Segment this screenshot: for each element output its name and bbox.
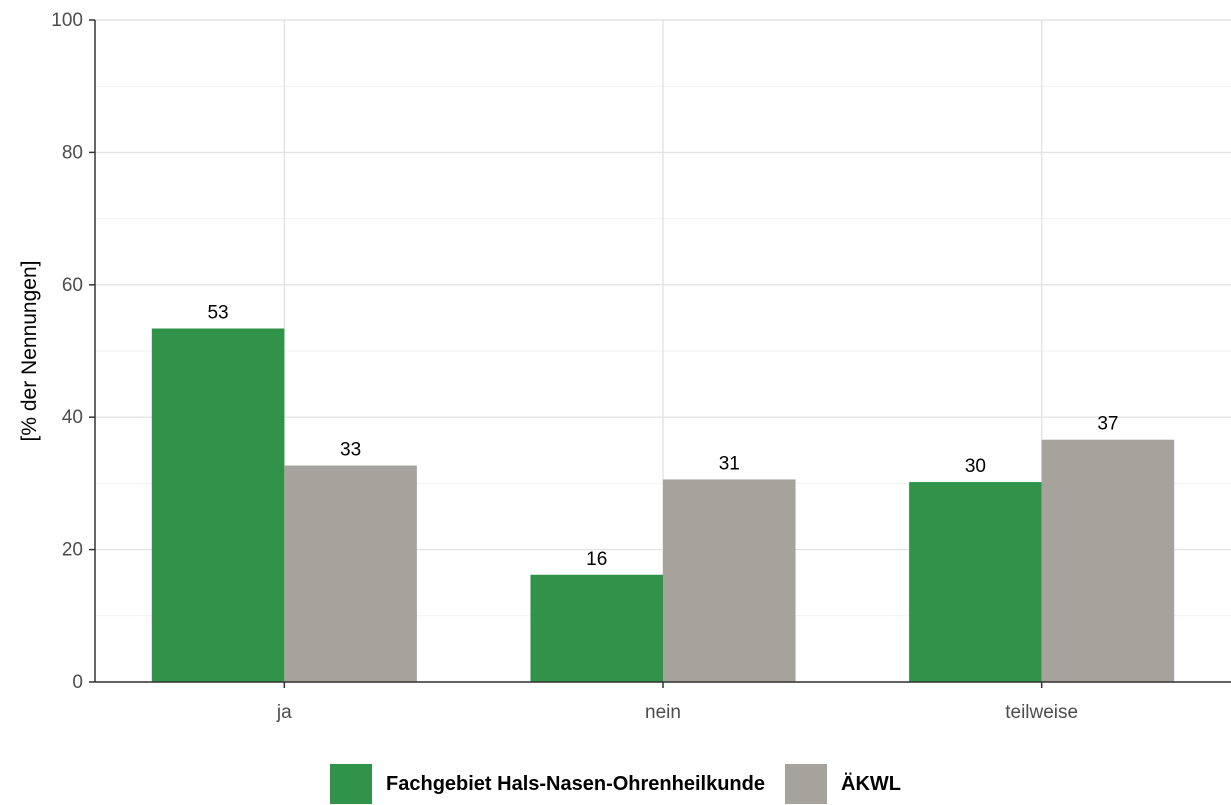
- bar-value-label: 37: [1097, 414, 1118, 435]
- x-tick-label-nein: nein: [645, 702, 681, 723]
- bar-ja-aekwl: [284, 465, 417, 682]
- bar-ja-fachgebiet: [151, 328, 285, 682]
- bar-value-labels: 53 33 16 31 30 37: [207, 302, 1118, 569]
- bar-value-label: 33: [340, 440, 361, 461]
- x-tick-label-ja: ja: [276, 702, 292, 723]
- legend-item-aekwl: ÄKWL: [785, 764, 901, 804]
- legend-item-fachgebiet: Fachgebiet Hals-Nasen-Ohrenheilkunde: [330, 764, 765, 804]
- y-tick-label: 60: [62, 275, 83, 296]
- bar-value-label: 31: [719, 453, 740, 474]
- bar-value-label: 53: [207, 302, 228, 323]
- legend-label-fachgebiet: Fachgebiet Hals-Nasen-Ohrenheilkunde: [386, 772, 765, 795]
- y-axis-ticks: 0 20 40 60 80 100: [51, 10, 95, 693]
- x-tick-label-teilweise: teilweise: [1005, 702, 1078, 723]
- bar-teilweise-aekwl: [1041, 439, 1175, 682]
- bar-nein-aekwl: [663, 479, 796, 682]
- x-axis-ticks: ja nein teilweise: [276, 682, 1078, 723]
- bar-teilweise-fachgebiet: [909, 482, 1042, 682]
- legend-label-aekwl: ÄKWL: [841, 772, 901, 795]
- y-tick-label: 20: [62, 540, 83, 561]
- y-tick-label: 0: [72, 672, 83, 693]
- legend-swatch-aekwl: [785, 764, 827, 804]
- y-tick-label: 80: [62, 142, 83, 163]
- bar-chart: 53 33 16 31 30 37 0 20 40 60 80 100 ja nein teilweis…: [18, 10, 1231, 723]
- bars: [151, 328, 1175, 682]
- bar-nein-fachgebiet: [530, 574, 663, 682]
- y-tick-label: 40: [62, 407, 83, 428]
- y-tick-label: 100: [51, 10, 83, 31]
- bar-value-label: 30: [965, 456, 986, 477]
- legend: Fachgebiet Hals-Nasen-Ohrenheilkunde ÄKW…: [0, 764, 1231, 804]
- legend-swatch-fachgebiet: [330, 764, 373, 804]
- bar-value-label: 16: [586, 549, 607, 570]
- y-axis-title: [% der Nennungen]: [18, 261, 41, 442]
